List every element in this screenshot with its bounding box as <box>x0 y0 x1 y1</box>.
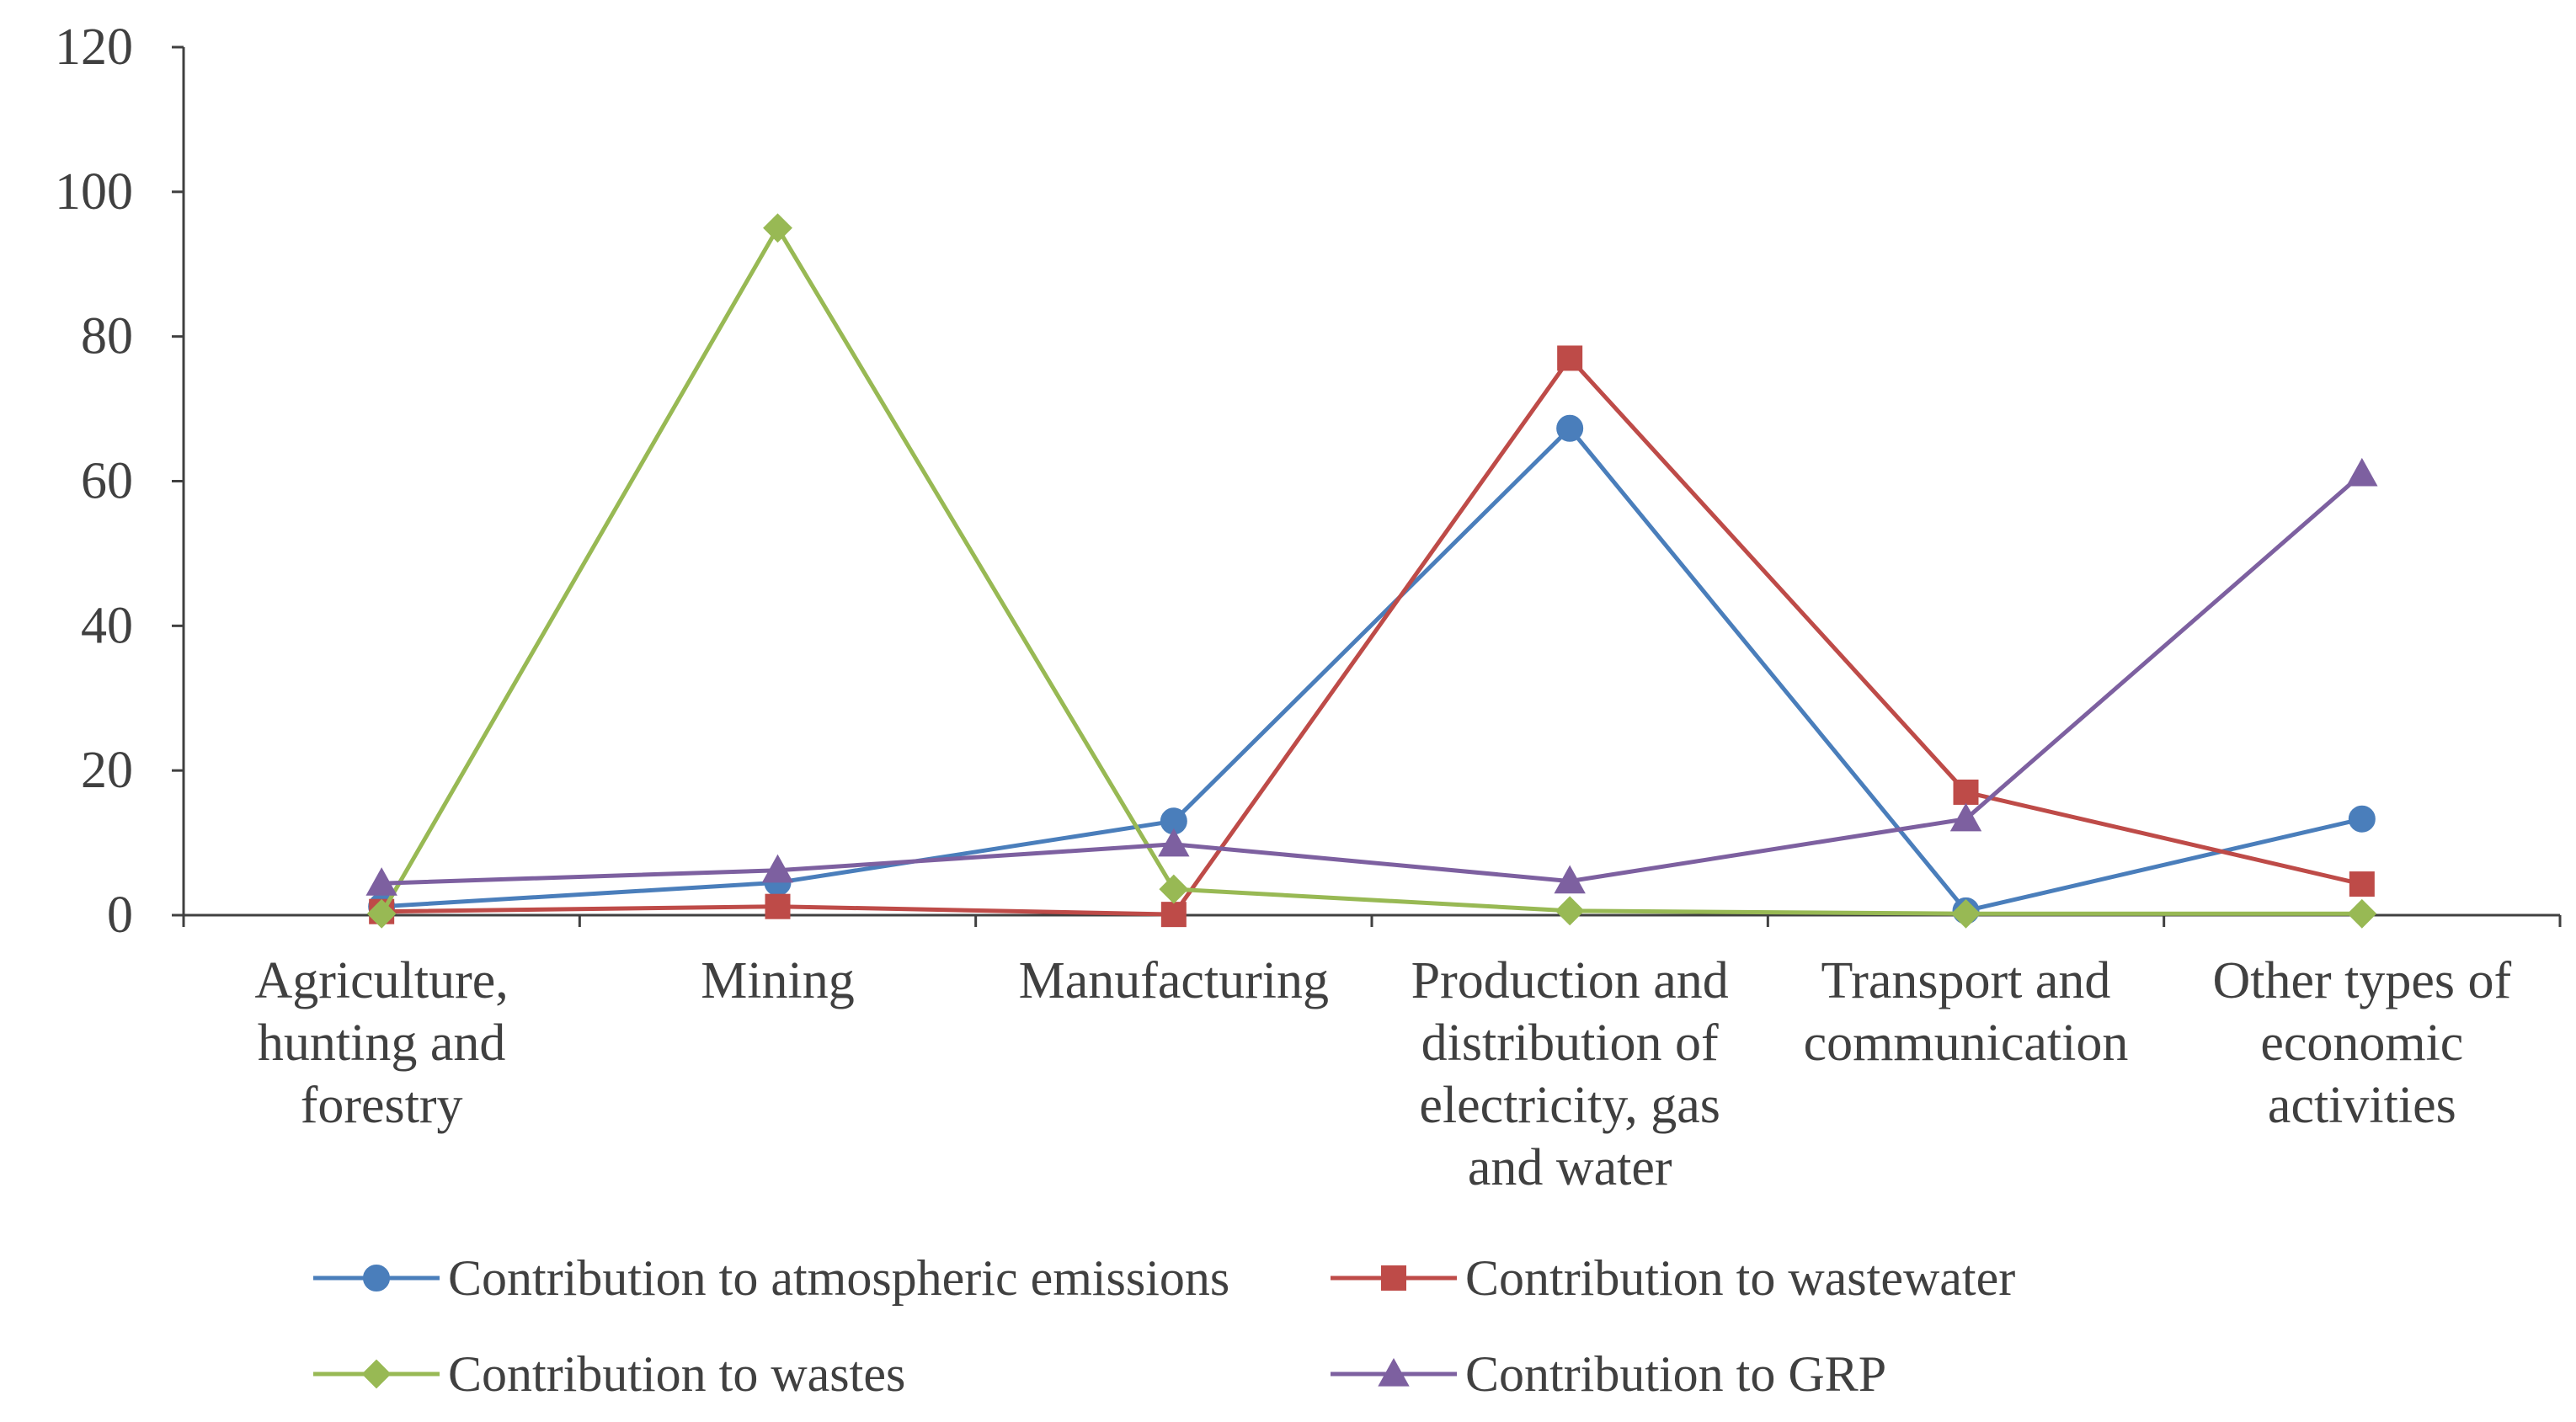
x-category-label: Other types of economic activities <box>2212 952 2511 1134</box>
legend-label: Contribution to wastes <box>448 1346 905 1402</box>
x-category-label: Transport and communication <box>1804 952 2129 1072</box>
data-point <box>763 213 792 243</box>
data-point <box>2346 457 2378 487</box>
x-category-label: Mining <box>701 952 855 1009</box>
data-point <box>1554 865 1586 894</box>
legend-item: Contribution to wastewater <box>1331 1250 2015 1306</box>
y-tick-label: 0 <box>107 887 133 944</box>
data-point <box>2347 898 2377 929</box>
legend-label: Contribution to wastewater <box>1465 1250 2015 1306</box>
x-category-label-line: activities <box>2268 1077 2456 1134</box>
legend-swatch-marker <box>361 1359 392 1389</box>
x-category-label-line: Transport and <box>1821 952 2111 1009</box>
axes <box>182 47 2562 927</box>
x-category-label-line: forestry <box>301 1077 463 1134</box>
y-axis-ticks: 0 20 40 60 80 100 120 <box>55 19 184 944</box>
x-axis-category-labels: Agriculture, hunting and forestry Mining Man… <box>255 952 2512 1196</box>
data-point <box>1158 828 1190 857</box>
x-category-label: Production and distribution of electricity… <box>1411 952 1729 1196</box>
data-point <box>1159 874 1189 904</box>
data-point <box>2349 871 2375 897</box>
data-point <box>1949 802 1982 832</box>
series-1 <box>368 414 2376 924</box>
data-point <box>1953 779 1979 805</box>
series-2 <box>369 345 2375 928</box>
series-4 <box>365 457 2378 896</box>
y-tick-label: 60 <box>81 453 133 510</box>
legend-item: Contribution to atmospheric emissions <box>313 1250 1229 1306</box>
legend-item: Contribution to wastes <box>313 1346 905 1402</box>
y-tick-label: 40 <box>81 597 133 654</box>
legend-label: Contribution to GRP <box>1465 1346 1886 1402</box>
data-point <box>1557 345 1583 371</box>
legend: Contribution to atmospheric emissions Con… <box>313 1250 2015 1402</box>
data-point <box>366 898 397 929</box>
data-point <box>1951 898 1981 929</box>
series-3 <box>366 213 2377 929</box>
x-category-label-line: Production and <box>1411 952 1729 1009</box>
y-tick-label: 120 <box>55 19 133 76</box>
x-category-label-line: communication <box>1804 1015 2129 1072</box>
series-line <box>380 226 2362 916</box>
x-category-label-line: electricity, gas <box>1419 1077 1720 1134</box>
series-group <box>365 213 2378 929</box>
x-category-label-line: hunting and <box>258 1015 505 1072</box>
data-point <box>1555 896 1585 926</box>
legend-swatch-marker <box>1378 1357 1410 1387</box>
x-category-label: Manufacturing <box>1019 952 1329 1009</box>
legend-label: Contribution to atmospheric emissions <box>448 1250 1229 1306</box>
legend-item: Contribution to GRP <box>1331 1346 1886 1402</box>
x-category-label-line: and water <box>1468 1139 1672 1196</box>
y-tick-label: 100 <box>55 163 133 221</box>
x-category-label: Agriculture, hunting and forestry <box>255 952 509 1134</box>
data-point <box>765 893 791 919</box>
y-tick-label: 80 <box>81 308 133 365</box>
legend-swatch-marker <box>1381 1265 1406 1291</box>
x-category-label-line: economic <box>2260 1015 2463 1072</box>
data-point <box>2348 805 2376 833</box>
x-category-label-line: Agriculture, <box>255 952 509 1009</box>
legend-swatch-marker <box>363 1265 390 1292</box>
x-category-label-line: Mining <box>701 952 855 1009</box>
x-category-label-line: distribution of <box>1421 1015 1719 1072</box>
x-category-label-line: Manufacturing <box>1019 952 1329 1009</box>
y-tick-label: 20 <box>81 742 133 799</box>
x-category-label-line: Other types of <box>2212 952 2511 1009</box>
series-line <box>381 355 2363 917</box>
data-point <box>1556 414 1584 442</box>
data-point <box>761 854 794 883</box>
series-line <box>381 426 2363 913</box>
data-point <box>1160 902 1187 928</box>
data-point <box>365 867 397 896</box>
series-line <box>381 472 2364 886</box>
